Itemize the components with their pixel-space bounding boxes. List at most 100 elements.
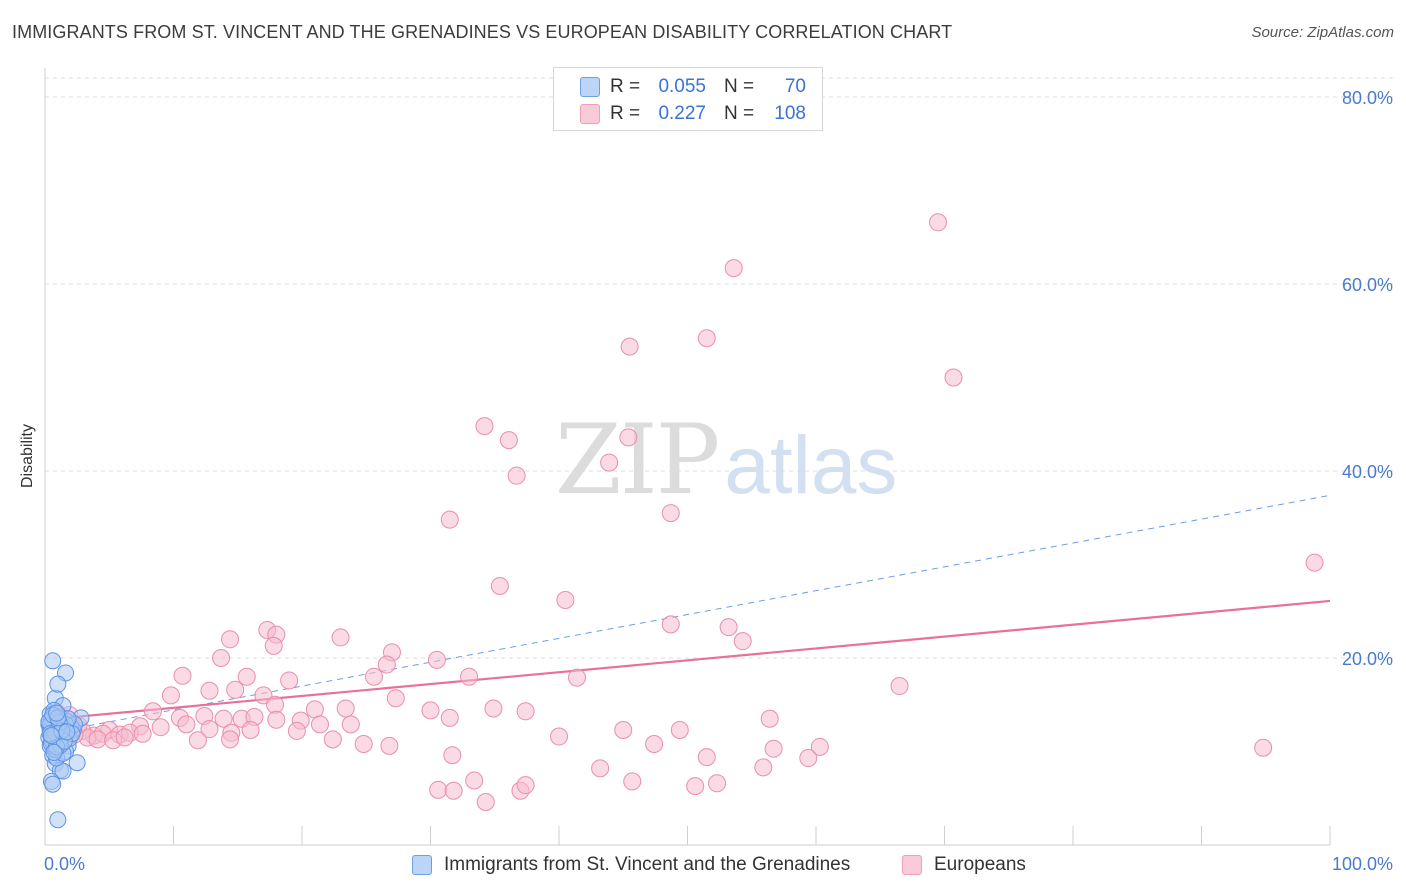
europeans-point: [214, 709, 233, 728]
bottom-legend-europeans-label: Europeans: [934, 854, 1026, 875]
europeans-point: [188, 731, 207, 750]
europeans-point: [719, 618, 738, 637]
europeans-point: [929, 213, 948, 232]
europeans-point: [661, 615, 680, 634]
europeans-point: [686, 777, 705, 796]
europeans-point: [516, 702, 535, 721]
gridlines: [45, 77, 1393, 659]
immigrants-point: [44, 775, 62, 793]
europeans-point: [443, 746, 462, 765]
europeans-point: [323, 730, 342, 749]
europeans-point: [890, 677, 909, 696]
legend-swatch-pink: [580, 104, 600, 124]
y-tick-label: 80.0%: [1342, 88, 1393, 108]
europeans-point: [645, 735, 664, 754]
europeans-point: [364, 667, 383, 686]
europeans-point: [944, 368, 963, 387]
y-tick-label: 20.0%: [1342, 649, 1393, 669]
europeans-point: [115, 728, 134, 747]
legend-r-value: 0.227: [658, 103, 706, 124]
immigrants-point: [42, 727, 60, 745]
europeans-point: [484, 699, 503, 718]
europeans-point: [733, 632, 752, 651]
europeans-point: [377, 655, 396, 674]
europeans-point: [567, 668, 586, 687]
europeans-point: [331, 628, 350, 647]
europeans-point: [151, 718, 170, 737]
europeans-point: [161, 686, 180, 705]
europeans-point: [754, 758, 773, 777]
europeans-point: [475, 417, 494, 436]
europeans-point: [614, 720, 633, 739]
y-tick-label: 40.0%: [1342, 462, 1393, 482]
europeans-point: [237, 667, 256, 686]
europeans-point: [444, 781, 463, 800]
europeans-point: [1305, 553, 1324, 572]
europeans-point: [421, 701, 440, 720]
europeans-point: [341, 715, 360, 734]
europeans-point: [221, 730, 240, 749]
legend-swatch-blue: [580, 77, 600, 97]
europeans-point: [440, 708, 459, 727]
europeans-point: [267, 710, 286, 729]
immigrants-point: [49, 675, 67, 693]
bottom-legend-europeans: Europeans: [902, 852, 1026, 878]
europeans-point: [799, 749, 818, 768]
y-tick-label: 60.0%: [1342, 275, 1393, 295]
tick-labels: 20.0% 40.0% 60.0% 80.0% 0.0% 100.0%: [44, 88, 1393, 874]
immigrants-point: [44, 652, 62, 670]
europeans-point: [386, 689, 405, 708]
europeans-points: [47, 213, 1324, 811]
europeans-point: [591, 759, 610, 778]
europeans-point: [200, 720, 219, 739]
bottom-legend-swatch-blue: [412, 855, 432, 875]
europeans-point: [490, 577, 509, 596]
chart-title: IMMIGRANTS FROM ST. VINCENT AND THE GREN…: [12, 22, 953, 42]
legend-row-europeans: R = 0.227 N = 108: [580, 101, 806, 127]
legend-n-label: N =: [724, 103, 755, 124]
europeans-point: [440, 510, 459, 529]
europeans-point: [670, 720, 689, 739]
x-tick-label-max: 100.0%: [1332, 854, 1393, 874]
europeans-point: [88, 730, 107, 749]
immigrants-point: [68, 754, 86, 772]
immigrants-point: [45, 743, 63, 761]
europeans-point: [724, 259, 743, 278]
europeans-point: [280, 671, 299, 690]
europeans-point: [556, 591, 575, 610]
europeans-point: [620, 337, 639, 356]
legend-r-label: R =: [610, 103, 641, 124]
europeans-point: [427, 650, 446, 669]
immigrants-points: [40, 652, 90, 829]
europeans-point: [133, 724, 152, 743]
europeans-point: [708, 774, 727, 793]
bottom-legend-swatch-pink: [902, 855, 922, 875]
europeans-point: [476, 792, 495, 811]
europeans-trend-line: [44, 599, 1331, 721]
bottom-legend-immigrants: Immigrants from St. Vincent and the Gren…: [412, 852, 850, 878]
europeans-point: [429, 780, 448, 799]
legend-n-label: N =: [724, 76, 755, 97]
x-tick-label-min: 0.0%: [44, 854, 85, 874]
legend-row-immigrants: R = 0.055 N = 70: [580, 74, 806, 100]
europeans-point: [810, 737, 829, 756]
europeans-point: [305, 700, 324, 719]
europeans-point: [507, 466, 526, 485]
legend-n-value: 108: [774, 103, 806, 124]
europeans-point: [143, 702, 162, 721]
europeans-point: [264, 636, 283, 655]
europeans-point: [310, 715, 329, 734]
europeans-point: [173, 666, 192, 685]
europeans-point: [212, 649, 231, 667]
legend-r-label: R =: [610, 76, 641, 97]
immigrants-point: [48, 704, 66, 722]
europeans-point: [226, 680, 245, 699]
legend-n-value: 70: [784, 76, 806, 97]
europeans-point: [221, 630, 240, 649]
europeans-point: [465, 771, 484, 790]
europeans-point: [600, 453, 619, 472]
legend-r-value: 0.055: [658, 76, 706, 97]
europeans-point: [516, 776, 535, 795]
europeans-point: [697, 329, 716, 348]
europeans-point: [1254, 738, 1273, 757]
